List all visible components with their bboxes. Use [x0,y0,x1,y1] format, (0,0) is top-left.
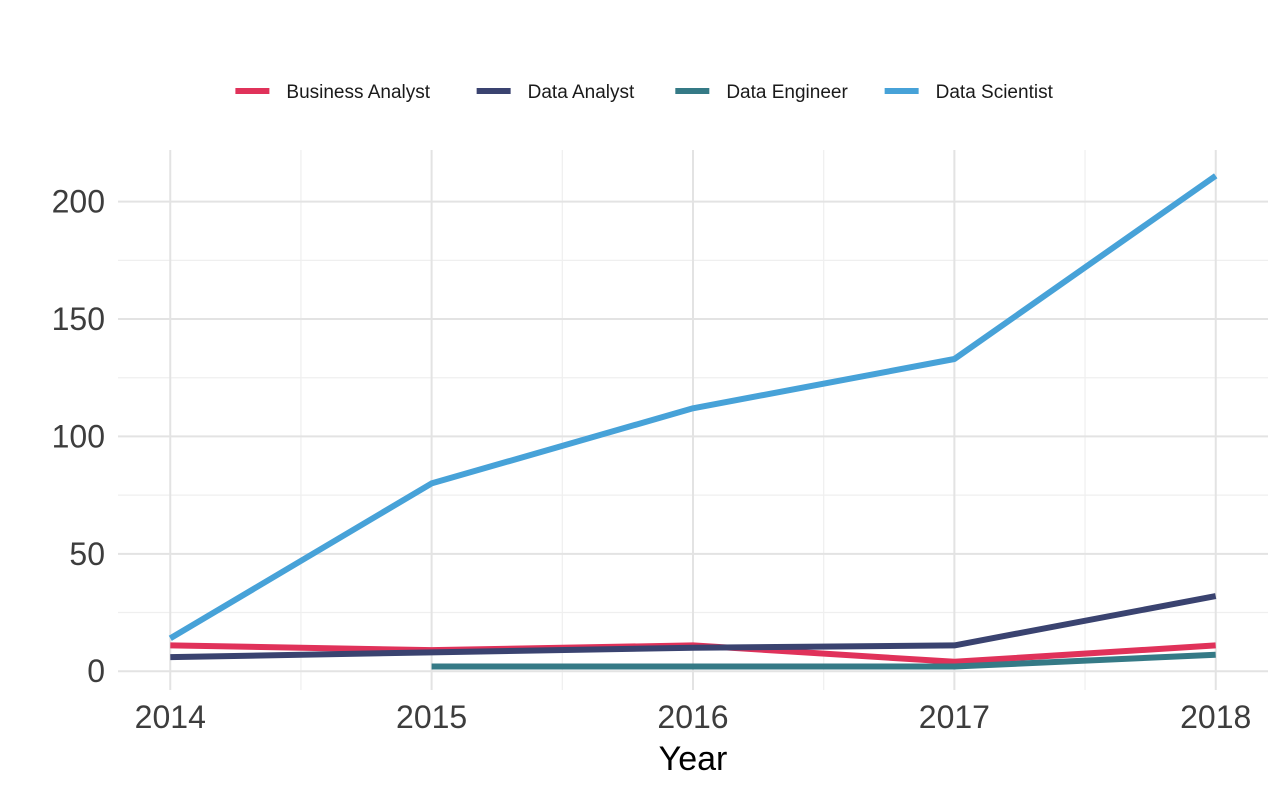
legend-label-data-scientist: Data Scientist [936,82,1054,103]
y-tick-label: 50 [69,536,105,572]
x-tick-label: 2018 [1180,699,1251,735]
x-tick-label: 2015 [396,699,467,735]
x-axis-title: Year [659,740,728,778]
legend-label-business-analyst: Business Analyst [286,82,430,103]
x-tick-label: 2016 [657,699,728,735]
y-tick-label: 0 [87,653,105,689]
legend-label-data-analyst: Data Analyst [528,82,635,103]
y-tick-label: 150 [52,301,105,337]
series-lines [168,173,1218,670]
grid [118,150,1268,690]
x-tick-label: 2017 [919,699,990,735]
x-axis-ticks: 2014 2015 2016 2017 2018 [135,699,1252,735]
legend-item-business-analyst: Business Analyst [235,82,431,103]
y-axis-ticks: 0 50 100 150 200 [52,184,105,690]
y-tick-label: 200 [52,184,105,220]
legend-label-data-engineer: Data Engineer [726,82,848,103]
series-line-data-analyst [170,593,1217,661]
legend-item-data-analyst: Data Analyst [476,82,635,103]
legend-item-data-scientist: Data Scientist [884,82,1054,103]
series-line-data-engineer [431,651,1216,670]
series-line-data-scientist [168,173,1218,641]
legend: Business Analyst Data Analyst Data Enginee… [235,82,1054,103]
y-tick-label: 100 [52,418,105,454]
x-tick-label: 2014 [135,699,206,735]
legend-item-data-engineer: Data Engineer [675,82,848,103]
